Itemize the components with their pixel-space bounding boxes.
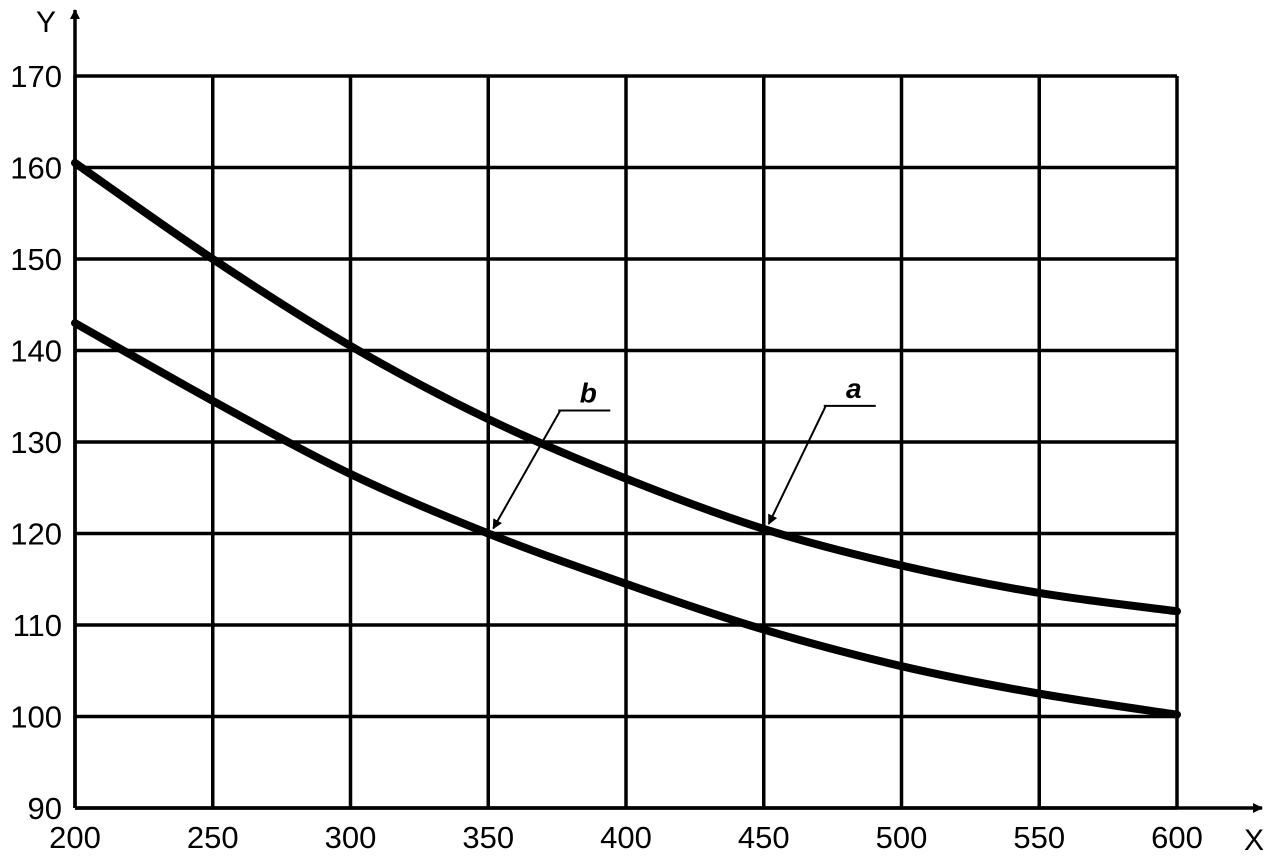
y-tick-label: 90 — [28, 791, 62, 826]
tick-labels: 200 250 300 350 400 450 500 550 600 90 100 110 120 13… — [10, 59, 1203, 855]
series-line-a — [71, 158, 1181, 616]
y-tick-label: 110 — [13, 608, 62, 643]
curve-label-b: b — [580, 378, 597, 409]
axes — [70, 9, 1263, 813]
x-tick-label: 200 — [49, 820, 101, 855]
annotations: ab — [492, 373, 876, 530]
x-tick-label: 600 — [1151, 820, 1203, 855]
x-tick-label: 500 — [876, 820, 928, 855]
x-tick-label: 450 — [738, 820, 790, 855]
y-tick-label: 150 — [10, 242, 62, 277]
series-line-b — [71, 319, 1181, 719]
x-tick-label: 550 — [1013, 820, 1065, 855]
leader-arrow-b — [492, 410, 562, 530]
y-tick-label: 160 — [10, 151, 62, 186]
curve-label-a: a — [846, 373, 862, 404]
grid — [73, 74, 1179, 810]
y-tick-label: 140 — [10, 334, 62, 369]
leader-arrow-a — [767, 405, 827, 525]
y-tick-label: 130 — [10, 425, 62, 460]
y-axis-label: Y — [36, 6, 56, 39]
x-axis-label: X — [1244, 824, 1264, 856]
x-tick-label: 300 — [325, 820, 377, 855]
x-tick-label: 350 — [462, 820, 514, 855]
x-tick-label: 400 — [600, 820, 652, 855]
y-tick-label: 120 — [10, 517, 62, 552]
series — [71, 158, 1181, 719]
x-tick-label: 250 — [187, 820, 239, 855]
y-tick-label: 100 — [10, 700, 62, 735]
y-tick-label: 170 — [10, 59, 62, 94]
